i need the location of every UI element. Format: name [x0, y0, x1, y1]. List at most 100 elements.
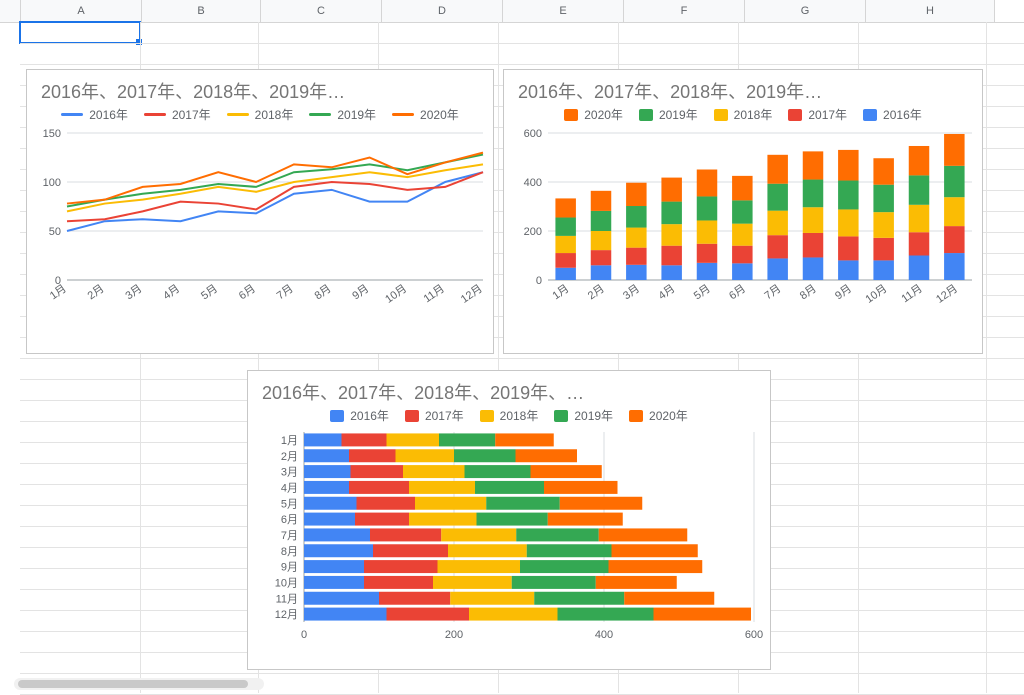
column-header[interactable]: D [382, 0, 503, 22]
horizontal-scrollbar[interactable] [14, 678, 264, 690]
column-header[interactable]: H [866, 0, 995, 22]
legend-label: 2020年 [420, 106, 459, 123]
svg-text:12月: 12月 [275, 609, 298, 621]
svg-text:100: 100 [43, 177, 61, 189]
svg-text:5月: 5月 [199, 283, 220, 303]
legend-label: 2017年 [172, 106, 211, 123]
chart-title: 2016年、2017年、2018年、2019年… [27, 70, 493, 106]
column-header[interactable]: F [624, 0, 745, 22]
column-header[interactable]: G [745, 0, 866, 22]
line-chart[interactable]: 2016年、2017年、2018年、2019年… 2016年 2017年 2018年… [26, 69, 494, 354]
column-headers: ABCDEFGH [0, 0, 1024, 23]
column-header[interactable]: C [261, 0, 382, 22]
selection-fill-handle[interactable] [136, 39, 142, 45]
legend-label: 2020年 [649, 407, 688, 424]
legend-label: 2017年 [808, 106, 847, 123]
legend-item: 2018年 [227, 106, 294, 123]
legend-swatch [863, 109, 877, 121]
legend-swatch [330, 410, 344, 422]
legend-item: 2016年 [330, 407, 389, 424]
stacked-bar-chart[interactable]: 2016年、2017年、2018年、2019年、… 2016年 2017年 2018… [247, 370, 771, 670]
legend-item: 2016年 [61, 106, 128, 123]
legend-swatch [639, 109, 653, 121]
legend-label: 2019年 [574, 407, 613, 424]
svg-text:9月: 9月 [833, 283, 854, 303]
column-header[interactable]: A [21, 0, 142, 22]
legend-item: 2019年 [554, 407, 613, 424]
plot-area: 02004006001月2月3月4月5月6月7月8月9月10月11月12月 [248, 428, 770, 648]
legend-swatch [629, 410, 643, 422]
plot-area: 02004006001月2月3月4月5月6月7月8月9月10月11月12月 [504, 127, 982, 316]
legend: 2016年 2017年 2018年 2019年 2020年 [27, 106, 493, 127]
legend-swatch [714, 109, 728, 121]
legend-item: 2019年 [309, 106, 376, 123]
column-header[interactable]: E [503, 0, 624, 22]
plot-area: 0501001501月2月3月4月5月6月7月8月9月10月11月12月 [27, 127, 493, 316]
svg-text:150: 150 [43, 128, 61, 140]
legend-swatch [227, 113, 249, 116]
svg-text:6月: 6月 [237, 283, 258, 303]
svg-text:11月: 11月 [899, 283, 924, 306]
legend-label: 2018年 [255, 106, 294, 123]
legend: 2020年 2019年 2018年 2017年 2016年 [504, 106, 982, 127]
legend-swatch [144, 113, 166, 116]
svg-text:5月: 5月 [281, 498, 298, 510]
chart-title: 2016年、2017年、2018年、2019年… [504, 70, 982, 106]
svg-text:6月: 6月 [727, 283, 748, 303]
svg-text:2月: 2月 [281, 451, 298, 463]
svg-text:5月: 5月 [692, 283, 713, 303]
svg-text:600: 600 [524, 128, 542, 140]
svg-text:400: 400 [595, 629, 613, 641]
legend-item: 2017年 [788, 106, 847, 123]
svg-text:2月: 2月 [86, 283, 107, 303]
legend-label: 2019年 [659, 106, 698, 123]
svg-text:200: 200 [445, 629, 463, 641]
svg-text:3月: 3月 [621, 283, 642, 303]
svg-text:4月: 4月 [161, 283, 182, 303]
legend-item: 2019年 [639, 106, 698, 123]
legend-label: 2020年 [584, 106, 623, 123]
svg-text:9月: 9月 [350, 283, 371, 303]
svg-text:1月: 1月 [550, 283, 571, 303]
legend-swatch [554, 410, 568, 422]
svg-text:200: 200 [524, 226, 542, 238]
svg-text:0: 0 [301, 629, 307, 641]
legend-swatch [405, 410, 419, 422]
legend-swatch [788, 109, 802, 121]
legend-label: 2017年 [425, 407, 464, 424]
legend-item: 2020年 [392, 106, 459, 123]
svg-text:11月: 11月 [276, 593, 298, 605]
svg-text:8月: 8月 [798, 283, 819, 303]
legend-item: 2016年 [863, 106, 922, 123]
legend-item: 2017年 [144, 106, 211, 123]
svg-text:9月: 9月 [281, 562, 298, 574]
svg-text:10月: 10月 [383, 283, 409, 306]
svg-text:7月: 7月 [275, 283, 296, 303]
legend-item: 2018年 [480, 407, 539, 424]
legend-item: 2020年 [629, 407, 688, 424]
legend-swatch [564, 109, 578, 121]
legend-swatch [61, 113, 83, 116]
svg-text:10月: 10月 [275, 577, 298, 589]
selected-cell[interactable] [19, 21, 141, 44]
svg-text:8月: 8月 [313, 283, 334, 303]
svg-text:4月: 4月 [656, 283, 677, 303]
legend-label: 2018年 [734, 106, 773, 123]
svg-text:8月: 8月 [281, 546, 298, 558]
legend-label: 2018年 [500, 407, 539, 424]
svg-text:10月: 10月 [863, 283, 889, 306]
scrollbar-thumb[interactable] [18, 680, 248, 688]
legend-item: 2020年 [564, 106, 623, 123]
svg-text:6月: 6月 [281, 514, 298, 526]
legend-swatch [480, 410, 494, 422]
chart-title: 2016年、2017年、2018年、2019年、… [248, 371, 770, 407]
legend-label: 2016年 [883, 106, 922, 123]
legend-swatch [392, 113, 414, 116]
column-header[interactable]: B [142, 0, 261, 22]
stacked-column-chart[interactable]: 2016年、2017年、2018年、2019年… 2020年 2019年 2018年… [503, 69, 983, 354]
corner-cell [0, 0, 21, 22]
svg-text:7月: 7月 [281, 530, 298, 542]
svg-text:0: 0 [536, 275, 542, 287]
svg-text:2月: 2月 [586, 283, 607, 303]
svg-text:12月: 12月 [934, 283, 960, 306]
